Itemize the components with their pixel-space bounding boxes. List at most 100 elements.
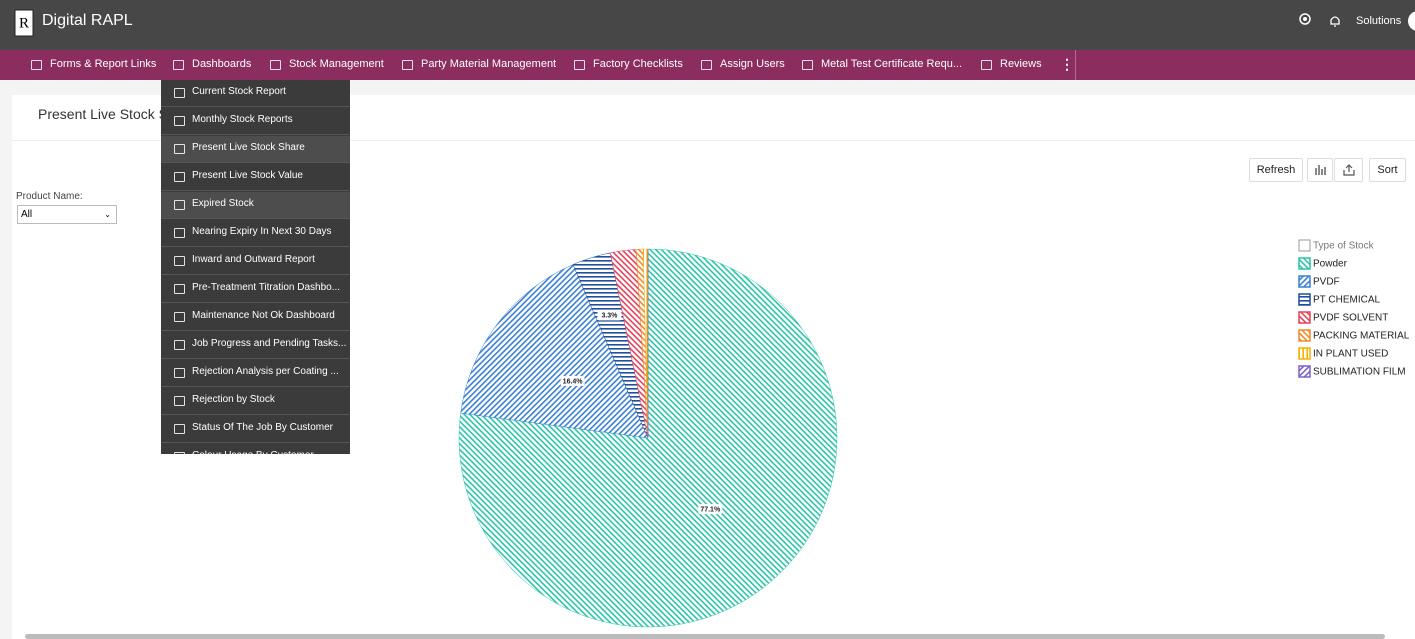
- dashboards-dropdown: Current Stock Report Monthly Stock Report…: [161, 80, 350, 454]
- legend-swatch: [1298, 347, 1311, 360]
- legend-swatch: [1298, 275, 1311, 288]
- filter-select[interactable]: All ⌄: [17, 205, 117, 224]
- dropdown-item[interactable]: Rejection Analysis per Coating ...: [161, 360, 350, 387]
- dropdown-item[interactable]: Inward and Outward Report: [161, 248, 350, 275]
- dropdown-item[interactable]: Nearing Expiry In Next 30 Days: [161, 220, 350, 247]
- nav-item-text: Factory Checklists: [593, 58, 683, 70]
- legend-swatch: [1298, 311, 1311, 324]
- icon: [701, 60, 712, 70]
- icon: [174, 228, 185, 238]
- dropdown-item[interactable]: Monthly Stock Reports: [161, 108, 350, 135]
- dropdown-item-text: Rejection by Stock: [192, 394, 275, 405]
- nav-item-text: Metal Test Certificate Requ...: [821, 58, 963, 70]
- icon: [174, 452, 185, 454]
- pie-slice: [460, 264, 649, 439]
- legend-label: PVDF SOLVENT: [1313, 313, 1388, 324]
- legend-label: PACKING MATERIAL: [1313, 331, 1410, 342]
- legend-swatch: [1298, 329, 1311, 342]
- icon: [174, 424, 185, 434]
- icon: [174, 284, 185, 294]
- settings-icon[interactable]: [1298, 12, 1312, 26]
- icon: [174, 116, 185, 126]
- nav-item-text: Reviews: [1000, 58, 1042, 70]
- dropdown-item-text: Job Progress and Pending Tasks...: [192, 338, 347, 349]
- data-label: 3.3%: [601, 313, 618, 320]
- icon: [174, 340, 185, 350]
- chart-type-button[interactable]: [1307, 158, 1333, 182]
- dropdown-item-text: Present Live Stock Value: [192, 170, 303, 181]
- icon: [174, 312, 185, 322]
- data-label-bg: [597, 310, 622, 321]
- nav-item-text: Stock Management: [289, 58, 384, 70]
- svg-text:R: R: [19, 15, 29, 31]
- legend-checkbox: [1298, 239, 1311, 252]
- nav-separator: [1075, 50, 1076, 80]
- legend-label: IN PLANT USED: [1313, 349, 1388, 360]
- dropdown-item-text: Status Of The Job By Customer: [192, 422, 333, 433]
- dropdown-item[interactable]: Present Live Stock Share: [161, 136, 350, 163]
- legend-label: PT CHEMICAL: [1313, 295, 1380, 306]
- legend-label: SUBLIMATION FILM: [1313, 367, 1406, 378]
- dropdown-item[interactable]: Status Of The Job By Customer: [161, 416, 350, 443]
- icon: [270, 60, 281, 70]
- data-label-bg: [560, 376, 585, 387]
- more-menu[interactable]: ⋮: [1060, 56, 1074, 72]
- legend-swatch: [1298, 293, 1311, 306]
- icon: [174, 368, 185, 378]
- notification-icon[interactable]: [1329, 14, 1341, 28]
- nav-item[interactable]: Metal Test Certificate Requ...: [802, 50, 963, 80]
- refresh-button[interactable]: Refresh: [1249, 158, 1303, 182]
- icon: [31, 60, 42, 70]
- logo: R: [14, 9, 34, 37]
- horizontal-scrollbar[interactable]: [25, 634, 1385, 639]
- nav-item[interactable]: Factory Checklists: [574, 50, 683, 80]
- legend-title: Type of Stock: [1313, 241, 1375, 252]
- icon: [574, 60, 585, 70]
- export-button[interactable]: [1334, 158, 1363, 182]
- top-bar: R Digital RAPL Solutions: [0, 0, 1415, 50]
- icon: [174, 396, 185, 406]
- legend-label: Powder: [1313, 259, 1348, 270]
- app-name: Digital RAPL: [42, 12, 133, 29]
- icon: [981, 60, 992, 70]
- icon: [174, 144, 185, 154]
- legend-label: PVDF: [1313, 277, 1340, 288]
- dropdown-item[interactable]: Rejection by Stock: [161, 388, 350, 415]
- user-menu[interactable]: Solutions: [1356, 15, 1402, 27]
- sort-button[interactable]: Sort: [1369, 158, 1406, 182]
- page-title: Present Live Stock Share: [38, 106, 196, 122]
- dropdown-item-text: Pre-Treatment Titration Dashbo...: [192, 282, 341, 293]
- dropdown-item-text: Inward and Outward Report: [192, 254, 315, 265]
- icon: [402, 60, 413, 70]
- nav-item[interactable]: Forms & Report Links: [31, 50, 157, 80]
- data-label-bg: [698, 504, 723, 515]
- nav-item[interactable]: Dashboards: [173, 50, 251, 80]
- icon: [174, 88, 185, 98]
- filter-label: Product Name:: [16, 191, 83, 202]
- dropdown-item-text: Current Stock Report: [192, 86, 286, 97]
- dropdown-item[interactable]: Current Stock Report: [161, 80, 350, 107]
- nav-item-text: Forms & Report Links: [50, 58, 157, 70]
- icon: [174, 172, 185, 182]
- dropdown-item[interactable]: Job Progress and Pending Tasks...: [161, 332, 350, 359]
- dropdown-item[interactable]: Maintenance Not Ok Dashboard: [161, 304, 350, 331]
- dropdown-item[interactable]: Pre-Treatment Titration Dashbo...: [161, 276, 350, 303]
- dropdown-item[interactable]: Colour Usage By Customer: [161, 444, 350, 454]
- nav-item[interactable]: Stock Management: [270, 50, 384, 80]
- legend-swatch: [1298, 257, 1311, 270]
- nav-item[interactable]: Party Material Management: [402, 50, 556, 80]
- dropdown-item-text: Present Live Stock Share: [192, 142, 305, 153]
- nav-item[interactable]: Reviews: [981, 50, 1042, 80]
- divider: [12, 140, 1415, 141]
- avatar[interactable]: [1408, 11, 1415, 31]
- dropdown-item-text: Colour Usage By Customer: [192, 450, 314, 454]
- dropdown-item-text: Nearing Expiry In Next 30 Days: [192, 226, 332, 237]
- nav-item[interactable]: Assign Users: [701, 50, 785, 80]
- dropdown-item[interactable]: Present Live Stock Value: [161, 164, 350, 191]
- dropdown-item[interactable]: Expired Stock: [161, 192, 350, 219]
- nav-item-text: Assign Users: [720, 58, 785, 70]
- dropdown-item-text: Maintenance Not Ok Dashboard: [192, 310, 335, 321]
- dropdown-item-text: Rejection Analysis per Coating ...: [192, 366, 339, 377]
